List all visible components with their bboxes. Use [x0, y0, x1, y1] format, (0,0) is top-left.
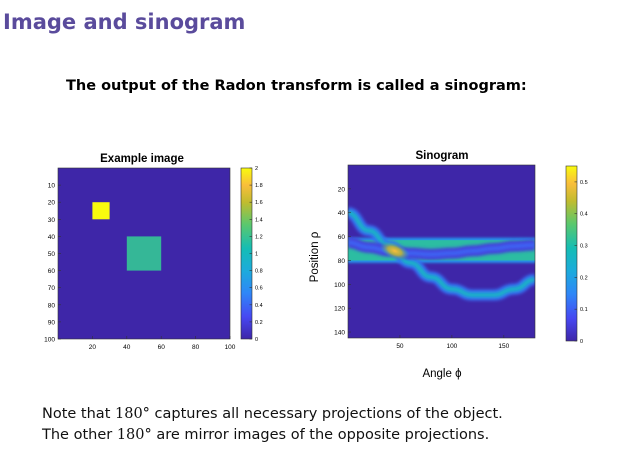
slide-lead-text: The output of the Radon transform is cal… [66, 78, 527, 94]
sinogram-colorbar [565, 165, 578, 342]
image-colorbar-tick-label: 2 [255, 166, 258, 172]
image-x-tick-label: 60 [158, 344, 166, 351]
sinogram-x-axis-label: Angle ϕ [422, 368, 461, 380]
image-colorbar-tick-label: 1.2 [255, 234, 263, 240]
image-y-tick-label: 80 [48, 302, 56, 309]
sinogram-colorbar-tick-label: 0.5 [580, 180, 588, 186]
sinogram-colorbar-tick-label: 0 [580, 339, 583, 345]
sinogram-x-tick-label: 150 [498, 343, 509, 350]
image-colorbar-tick-label: 0 [255, 337, 258, 343]
sinogram-colorbar-tick-label: 0.4 [580, 212, 588, 218]
note-line-1-post: captures all necessary projections of th… [149, 406, 503, 422]
note-line-2: The other 180° are mirror images of the … [42, 425, 503, 446]
note-line-2-pre: The other [42, 427, 117, 443]
image-square-1 [92, 202, 110, 220]
note-line-2-post: are mirror images of the opposite projec… [151, 427, 490, 443]
sinogram-colorbar-tick-label: 0.2 [580, 275, 588, 281]
sinogram-layer [348, 207, 535, 301]
image-y-tick-label: 70 [48, 285, 56, 292]
sinogram-y-tick-label: 20 [338, 186, 346, 193]
image-colorbar-tick-label: 1.6 [255, 200, 263, 206]
image-x-tick-label: 80 [192, 344, 200, 351]
sinogram-y-tick-label: 40 [338, 210, 346, 217]
sinogram-colorbar-tick-label: 0.3 [580, 244, 588, 250]
sinogram-y-tick-label: 100 [334, 282, 345, 289]
sinogram-curve-1 [348, 210, 535, 298]
image-x-tick-label: 20 [89, 344, 97, 351]
sinogram-y-tick-label: 60 [338, 234, 346, 241]
slide-note: Note that 180° captures all necessary pr… [42, 404, 503, 446]
sinogram-peak [379, 241, 410, 261]
note-line-1: Note that 180° captures all necessary pr… [42, 404, 503, 425]
image-colorbar-tick-label: 0.2 [255, 320, 263, 326]
image-y-tick-label: 40 [48, 234, 56, 241]
sinogram-y-tick-label: 140 [334, 330, 345, 337]
image-y-tick-label: 90 [48, 319, 56, 326]
note-line-1-pre: Note that [42, 406, 115, 422]
image-colorbar-tick-label: 1.8 [255, 183, 263, 189]
sinogram-y-tick-label: 80 [338, 258, 346, 265]
sinogram-curve-2 [348, 240, 535, 257]
sinogram-y-axis-label: Position ρ [309, 231, 321, 282]
image-colorbar-tick-label: 1.4 [255, 217, 263, 223]
image-y-tick-label: 10 [48, 183, 56, 190]
image-colorbar-tick-label: 0.6 [255, 286, 263, 292]
image-x-tick-label: 100 [225, 344, 236, 351]
image-y-tick-label: 30 [48, 217, 56, 224]
image-y-tick-label: 50 [48, 251, 56, 258]
sinogram-title: Sinogram [415, 150, 468, 162]
sinogram-x-tick-label: 50 [396, 343, 404, 350]
sinogram-chart: Sinogram 20 40 60 80 100 120 140 50 100 150 0 0.1 0… [309, 150, 588, 380]
sinogram-y-tick-label: 120 [334, 306, 345, 313]
example-image-title: Example image [100, 153, 184, 165]
slide-title: Image and sinogram [3, 10, 246, 34]
image-y-tick-label: 20 [48, 200, 56, 207]
sinogram-axes-frame [347, 164, 536, 339]
image-colorbar-tick-label: 0.8 [255, 269, 263, 275]
image-y-tick-label: 60 [48, 268, 56, 275]
image-x-tick-label: 40 [123, 344, 131, 351]
sinogram-colorbar-tick-label: 0.1 [580, 307, 588, 313]
image-colorbar-tick-label: 0.4 [255, 303, 263, 309]
note-line-2-degrees: 180° [116, 427, 152, 443]
image-y-tick-label: 100 [44, 337, 55, 344]
image-square-2 [126, 236, 162, 271]
sinogram-x-tick-label: 100 [446, 343, 457, 350]
image-colorbar-tick-label: 1 [255, 252, 258, 258]
note-line-1-degrees: 180° [115, 406, 150, 422]
